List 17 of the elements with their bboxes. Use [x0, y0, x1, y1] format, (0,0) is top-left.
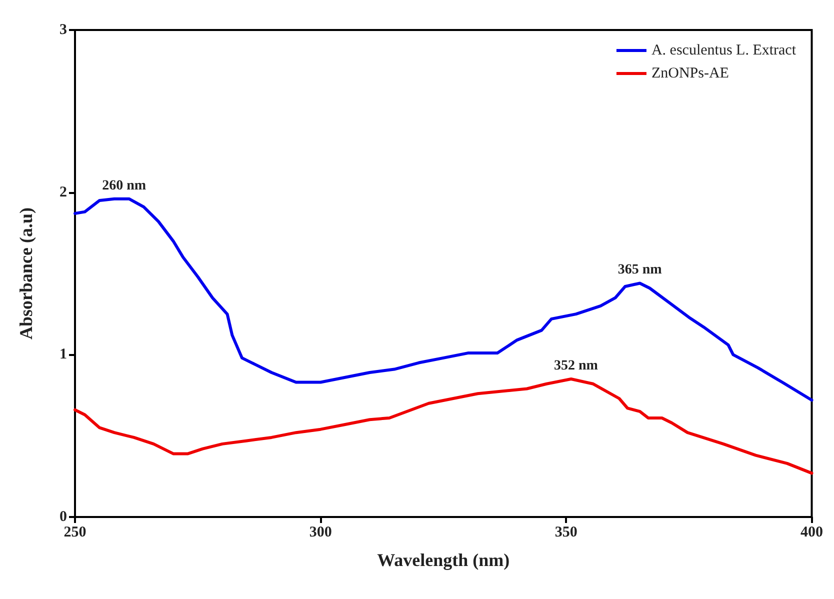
x-tick-label: 250: [64, 524, 86, 540]
y-tick-label: 1: [60, 346, 67, 363]
legend-label: ZnONPs-AE: [651, 66, 729, 82]
x-tick-label: 300: [309, 524, 332, 540]
legend-label: A. esculentus L. Extract: [651, 42, 797, 58]
annotation: 260 nm: [102, 178, 146, 194]
annotation: 352 nm: [554, 358, 598, 374]
y-tick-label: 0: [60, 509, 67, 525]
x-axis-title: Wavelength (nm): [377, 550, 510, 570]
line-series: [74, 378, 814, 475]
y-tick-label: 2: [60, 184, 67, 200]
x-tick-label: 400: [800, 524, 823, 540]
y-axis-title: Absorbance (a.u): [16, 207, 36, 340]
annotation: 365 nm: [618, 262, 662, 278]
y-tick-label: 3: [60, 22, 67, 38]
line-series: [74, 197, 814, 402]
x-tick-label: 350: [554, 524, 578, 540]
